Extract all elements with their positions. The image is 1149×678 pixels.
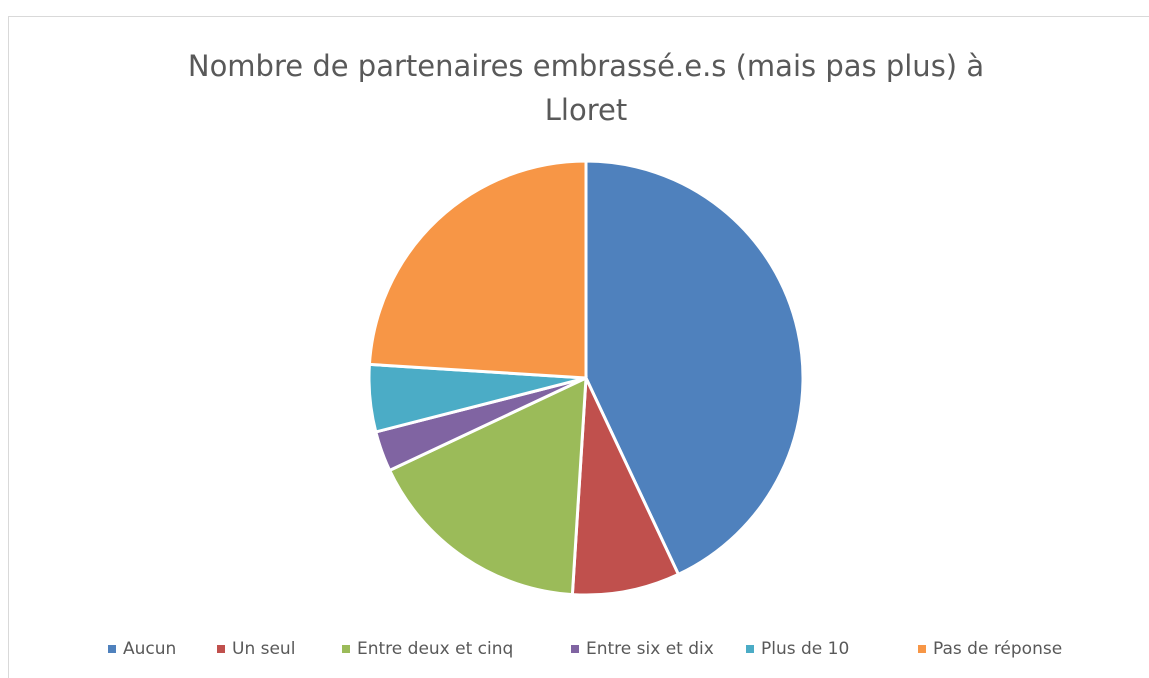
legend-swatch (746, 645, 754, 653)
pie-slice (367, 159, 588, 380)
legend-label: Un seul (232, 639, 295, 659)
legend-swatch (217, 645, 225, 653)
pie-slice (387, 375, 588, 597)
pie-slice (570, 377, 681, 597)
legend-label: Entre deux et cinq (357, 639, 513, 659)
pie-slice (584, 159, 805, 577)
chart-frame (8, 16, 1149, 678)
legend-label: Pas de réponse (933, 639, 1062, 659)
chart-title: Nombre de partenaires embrassé.e.s (mais… (187, 49, 985, 127)
legend-swatch (571, 645, 579, 653)
legend-swatch (108, 645, 116, 653)
legend-label: Plus de 10 (761, 639, 849, 659)
legend-swatch (342, 645, 350, 653)
legend-label: Aucun (123, 639, 176, 659)
legend-swatch (918, 645, 926, 653)
legend-label: Entre six et dix (586, 639, 714, 659)
